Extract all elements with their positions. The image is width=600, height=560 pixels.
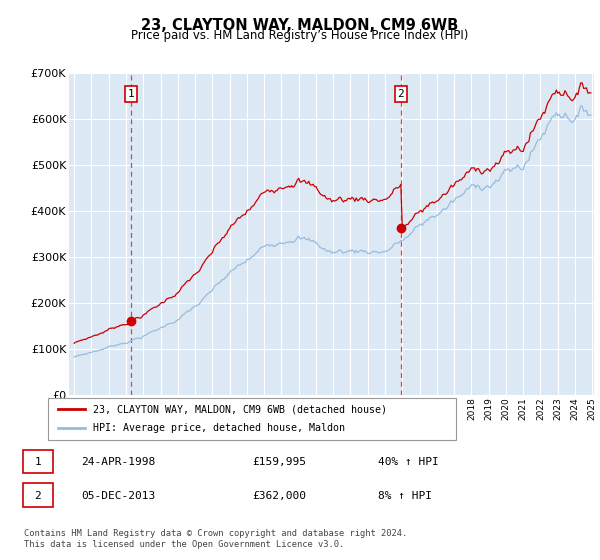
Text: 1: 1: [128, 88, 134, 99]
Text: 2: 2: [398, 88, 404, 99]
Text: 40% ↑ HPI: 40% ↑ HPI: [378, 457, 439, 467]
Text: 24-APR-1998: 24-APR-1998: [81, 457, 155, 467]
Text: £159,995: £159,995: [252, 457, 306, 467]
Text: £362,000: £362,000: [252, 491, 306, 501]
Text: Price paid vs. HM Land Registry’s House Price Index (HPI): Price paid vs. HM Land Registry’s House …: [131, 29, 469, 42]
Text: HPI: Average price, detached house, Maldon: HPI: Average price, detached house, Mald…: [93, 423, 345, 433]
Text: Contains HM Land Registry data © Crown copyright and database right 2024.
This d: Contains HM Land Registry data © Crown c…: [24, 529, 407, 549]
Text: 8% ↑ HPI: 8% ↑ HPI: [378, 491, 432, 501]
Text: 23, CLAYTON WAY, MALDON, CM9 6WB (detached house): 23, CLAYTON WAY, MALDON, CM9 6WB (detach…: [93, 404, 387, 414]
Text: 23, CLAYTON WAY, MALDON, CM9 6WB: 23, CLAYTON WAY, MALDON, CM9 6WB: [142, 18, 458, 33]
Text: 05-DEC-2013: 05-DEC-2013: [81, 491, 155, 501]
Text: 2: 2: [34, 491, 41, 501]
Text: 1: 1: [34, 457, 41, 467]
